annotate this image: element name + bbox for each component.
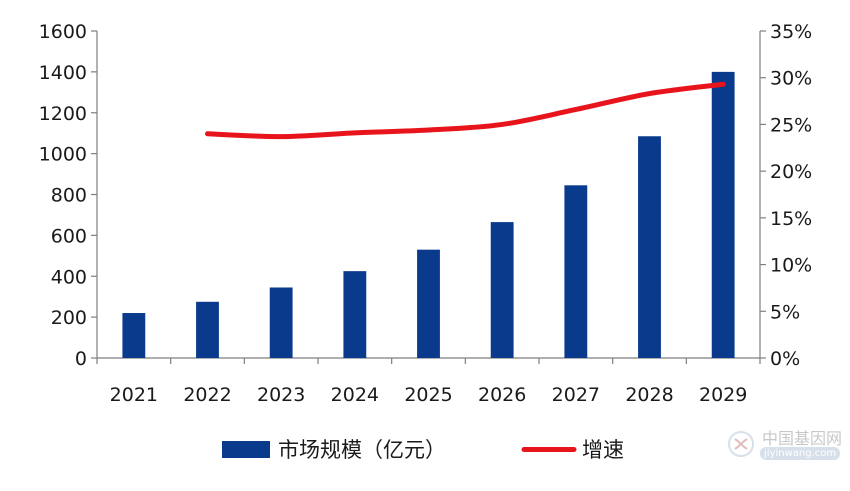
legend-bar-swatch bbox=[222, 441, 270, 458]
left-axis-tick-label: 1000 bbox=[39, 144, 87, 166]
legend-label-growth: 增速 bbox=[582, 438, 624, 462]
bar bbox=[417, 249, 440, 358]
right-axis-tick-label: 15% bbox=[770, 208, 812, 230]
x-axis-tick-label: 2023 bbox=[257, 384, 305, 406]
bar bbox=[269, 287, 293, 358]
left-axis-tick-label: 400 bbox=[51, 266, 87, 288]
x-axis-tick-label: 2029 bbox=[699, 384, 747, 406]
watermark: 中国基因网 jiyinwang.com bbox=[726, 425, 844, 469]
left-axis-tick-label: 0 bbox=[75, 348, 87, 370]
x-axis-tick-label: 2024 bbox=[331, 384, 379, 406]
right-axis-tick-label: 20% bbox=[770, 161, 812, 183]
bar-series bbox=[122, 71, 735, 358]
legend: 市场规模（亿元） 增速 bbox=[222, 438, 624, 462]
x-axis-tick-label: 2028 bbox=[625, 384, 673, 406]
bar bbox=[711, 71, 735, 358]
right-axis-tick-label: 30% bbox=[770, 68, 812, 90]
left-axis-tick-label: 1400 bbox=[39, 62, 87, 84]
legend-label-market-size: 市场规模（亿元） bbox=[278, 438, 446, 462]
bar bbox=[490, 222, 514, 358]
x-axis-tick-label: 2025 bbox=[404, 384, 452, 406]
bar bbox=[343, 271, 367, 358]
right-axis-tick-label: 25% bbox=[770, 114, 812, 136]
left-axis-tick-label: 800 bbox=[51, 185, 87, 207]
dna-logo-icon bbox=[728, 431, 754, 457]
x-axis-tick-label: 2027 bbox=[552, 384, 600, 406]
growth-line bbox=[205, 81, 726, 140]
x-axis-tick-label: 2026 bbox=[478, 384, 526, 406]
right-axis-tick-label: 10% bbox=[770, 255, 812, 277]
left-axis-tick-label: 1200 bbox=[39, 103, 87, 125]
left-y-axis: 0 200 400 600 800 1000 1200 1400 1600 bbox=[39, 21, 98, 370]
watermark-url: jiyinwang.com bbox=[760, 447, 841, 460]
left-axis-tick-label: 200 bbox=[51, 307, 87, 329]
left-axis-tick-label: 600 bbox=[51, 225, 87, 247]
x-axis: 2021 2022 2023 2024 2025 2026 2027 2028 2029 bbox=[96, 357, 761, 406]
watermark-text: 中国基因网 bbox=[762, 429, 843, 448]
left-axis-tick-label: 1600 bbox=[39, 21, 87, 43]
right-axis-tick-label: 35% bbox=[770, 21, 812, 43]
x-axis-tick-label: 2021 bbox=[110, 384, 158, 406]
right-axis-tick-label: 5% bbox=[770, 301, 800, 323]
right-axis-tick-label: 0% bbox=[770, 348, 800, 370]
bar bbox=[564, 185, 588, 358]
x-axis-tick-label: 2022 bbox=[183, 384, 231, 406]
line-series bbox=[205, 81, 726, 140]
bar bbox=[196, 301, 219, 358]
bar bbox=[638, 136, 661, 358]
right-y-axis: 0% 5% 10% 15% 20% 25% 30% 35% bbox=[759, 21, 812, 370]
bar bbox=[122, 313, 146, 358]
